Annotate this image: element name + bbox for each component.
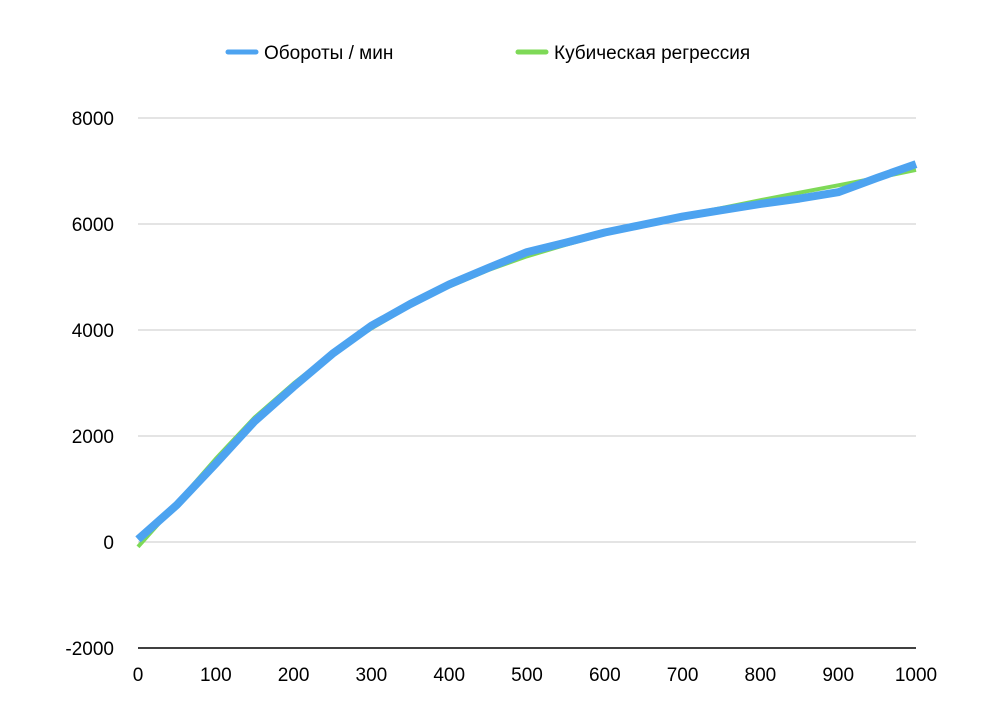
- x-tick-label: 200: [278, 665, 310, 686]
- x-tick-label: 900: [822, 665, 854, 686]
- x-tick-label: 300: [356, 665, 388, 686]
- x-tick-label: 500: [511, 665, 543, 686]
- x-tick-label: 600: [589, 665, 621, 686]
- grid-lines: [138, 117, 916, 649]
- y-axis-ticks: 8000 6000 4000 2000 0 -2000: [65, 109, 114, 660]
- y-tick-label: 0: [103, 533, 114, 554]
- x-tick-label: 100: [200, 665, 232, 686]
- series-line-cubic-regression: [136, 167, 917, 549]
- series-lines: [135, 160, 918, 549]
- y-tick-label: 4000: [72, 321, 114, 342]
- legend-label-rpm: Обороты / мин: [264, 43, 393, 64]
- series-line-rpm: [135, 160, 918, 543]
- legend-label-cubic-regression: Кубическая регрессия: [554, 43, 750, 64]
- x-tick-label: 800: [745, 665, 777, 686]
- y-tick-label: 2000: [72, 427, 114, 448]
- x-axis-ticks: 0 100 200 300 400 500 600 700 800 900 1000: [133, 665, 937, 686]
- x-tick-label: 1000: [895, 665, 937, 686]
- x-tick-label: 0: [133, 665, 144, 686]
- x-tick-label: 700: [667, 665, 699, 686]
- y-tick-label: -2000: [65, 639, 114, 660]
- x-tick-label: 400: [433, 665, 465, 686]
- y-tick-label: 8000: [72, 109, 114, 130]
- y-tick-label: 6000: [72, 215, 114, 236]
- legend: Обороты / мин Кубическая регрессия: [225, 43, 750, 64]
